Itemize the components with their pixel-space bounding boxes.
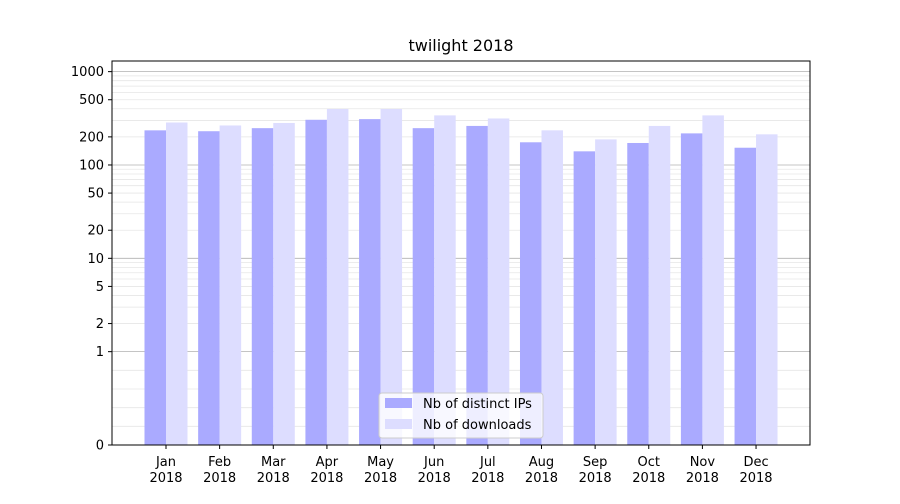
bar-downloads-may xyxy=(380,108,403,445)
bar-distinct-ips-nov xyxy=(680,133,703,445)
bar-downloads-sep xyxy=(595,139,617,445)
y-tick-label: 5 xyxy=(96,280,104,295)
x-tick-label-year: 2018 xyxy=(579,471,612,486)
legend-label-downloads: Nb of downloads xyxy=(423,418,532,433)
bar-downloads-oct xyxy=(648,125,671,445)
bar-downloads-jan xyxy=(166,122,188,445)
bar-distinct-ips-aug xyxy=(519,142,542,445)
x-tick-label-year: 2018 xyxy=(149,471,182,486)
bar-distinct-ips-jun xyxy=(412,128,435,445)
bar-downloads-dec xyxy=(756,134,778,445)
x-tick-label-year: 2018 xyxy=(632,471,665,486)
bars xyxy=(144,108,778,446)
y-tick-label: 100 xyxy=(79,158,104,173)
chart-title: twilight 2018 xyxy=(408,36,513,55)
x-tick-label-year: 2018 xyxy=(525,471,558,486)
x-tick-label-year: 2018 xyxy=(739,471,772,486)
legend-swatch-distinct-ips xyxy=(385,398,412,408)
x-tick-label-year: 2018 xyxy=(471,471,504,486)
bar-distinct-ips-may xyxy=(359,119,381,445)
bar-distinct-ips-jul xyxy=(466,125,488,445)
x-tick-label-year: 2018 xyxy=(203,471,236,486)
bar-downloads-aug xyxy=(541,130,563,445)
bar-distinct-ips-sep xyxy=(573,151,596,445)
y-tick-label: 500 xyxy=(79,93,104,108)
y-tick-label: 20 xyxy=(87,224,104,239)
x-tick-label-year: 2018 xyxy=(418,471,451,486)
y-tick-label: 200 xyxy=(79,130,104,145)
bar-distinct-ips-apr xyxy=(305,119,327,446)
x-tick-label-month: Nov xyxy=(690,455,716,470)
x-tick-label-month: Oct xyxy=(638,455,660,470)
bar-distinct-ips-jan xyxy=(144,130,166,445)
x-tick-label-month: Dec xyxy=(743,455,768,470)
x-tick-label-year: 2018 xyxy=(686,471,719,486)
y-tick-label: 50 xyxy=(87,187,104,202)
legend-box xyxy=(378,392,544,439)
x-tick-label-month: Jun xyxy=(423,455,444,470)
legend-label-distinct-ips: Nb of distinct IPs xyxy=(423,397,532,412)
x-axis: Jan2018Feb2018Mar2018Apr2018May2018Jun20… xyxy=(149,445,773,486)
bar-downloads-mar xyxy=(273,122,295,445)
x-tick-label-month: May xyxy=(367,455,394,470)
y-axis: 0 1 2 5 10 20 50 100 200 500 1000 xyxy=(71,65,112,454)
bar-downloads-jun xyxy=(434,115,456,446)
bar-downloads-feb xyxy=(219,125,242,445)
x-tick-label-month: Mar xyxy=(261,455,286,470)
legend: Nb of distinct IPs Nb of downloads xyxy=(378,392,544,439)
bar-distinct-ips-oct xyxy=(627,142,649,445)
legend-swatch-downloads xyxy=(385,419,412,429)
bar-downloads-nov xyxy=(702,115,724,446)
bar-distinct-ips-dec xyxy=(734,147,757,445)
bar-downloads-apr xyxy=(326,108,349,445)
bar-distinct-ips-feb xyxy=(198,131,220,445)
x-tick-label-month: Apr xyxy=(316,455,339,470)
x-tick-label-month: Sep xyxy=(583,455,608,470)
y-tick-label: 1000 xyxy=(71,65,104,80)
bar-distinct-ips-mar xyxy=(251,128,274,445)
plot-area-frame xyxy=(111,60,811,446)
bar-downloads-jul xyxy=(487,118,510,446)
x-tick-label-year: 2018 xyxy=(310,471,343,486)
x-tick-label-month: Jul xyxy=(479,455,496,470)
x-tick-label-month: Feb xyxy=(208,455,231,470)
y-tick-label: 10 xyxy=(87,252,104,267)
y-tick-label: 2 xyxy=(96,317,104,332)
x-tick-label-year: 2018 xyxy=(257,471,290,486)
y-tick-label: 1 xyxy=(96,345,104,360)
y-tick-label: 0 xyxy=(96,439,104,454)
x-tick-label-month: Aug xyxy=(529,455,554,470)
x-tick-label-year: 2018 xyxy=(364,471,397,486)
x-tick-label-month: Jan xyxy=(155,455,176,470)
